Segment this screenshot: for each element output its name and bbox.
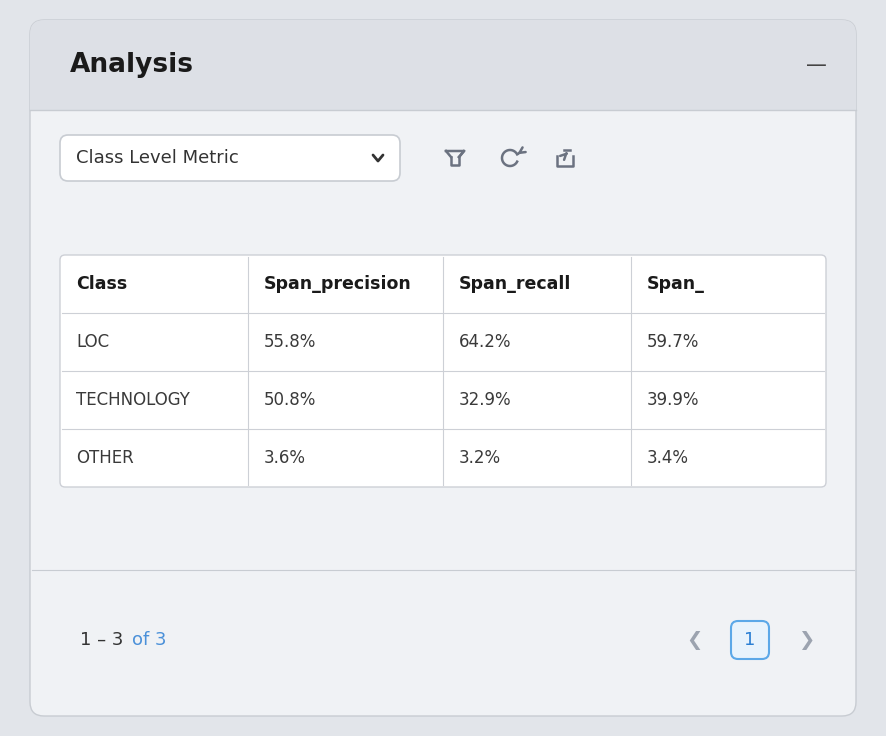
Text: Span_recall: Span_recall — [459, 275, 571, 293]
FancyBboxPatch shape — [60, 255, 826, 487]
Text: Span_: Span_ — [647, 275, 704, 293]
Text: Analysis: Analysis — [70, 52, 194, 78]
Text: Class Level Metric: Class Level Metric — [76, 149, 238, 167]
Text: Span_precision: Span_precision — [264, 275, 411, 293]
Text: Class: Class — [76, 275, 128, 293]
Text: LOC: LOC — [76, 333, 109, 351]
Text: OTHER: OTHER — [76, 449, 134, 467]
Text: 1 – 3: 1 – 3 — [80, 631, 129, 649]
Text: 1: 1 — [744, 631, 756, 649]
Text: ❮: ❮ — [686, 631, 703, 649]
Text: 3.2%: 3.2% — [459, 449, 501, 467]
Text: 64.2%: 64.2% — [459, 333, 511, 351]
Text: of 3: of 3 — [132, 631, 167, 649]
FancyBboxPatch shape — [30, 20, 856, 716]
Text: 32.9%: 32.9% — [459, 391, 511, 409]
Text: 59.7%: 59.7% — [647, 333, 699, 351]
Text: 3.4%: 3.4% — [647, 449, 688, 467]
Text: 39.9%: 39.9% — [647, 391, 699, 409]
FancyBboxPatch shape — [30, 20, 856, 110]
FancyBboxPatch shape — [60, 135, 400, 181]
FancyBboxPatch shape — [731, 621, 769, 659]
Text: 55.8%: 55.8% — [264, 333, 316, 351]
Text: ❯: ❯ — [797, 631, 814, 649]
Text: —: — — [805, 55, 827, 75]
Text: 3.6%: 3.6% — [264, 449, 306, 467]
Bar — [30, 65, 856, 110]
Text: TECHNOLOGY: TECHNOLOGY — [76, 391, 190, 409]
Text: 50.8%: 50.8% — [264, 391, 316, 409]
